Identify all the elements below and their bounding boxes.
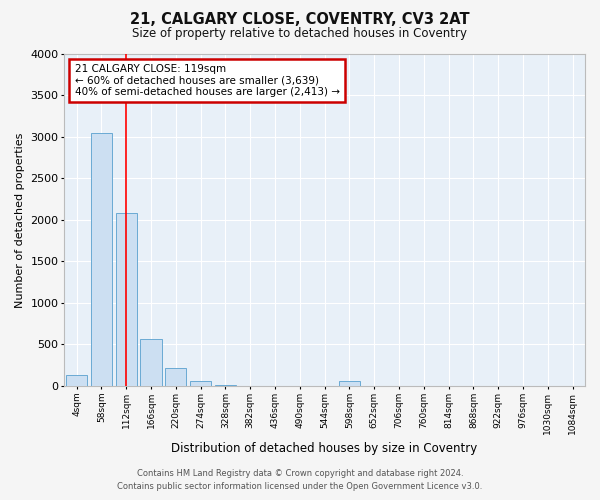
Bar bbox=[91, 133, 112, 386]
Bar bbox=[66, 375, 87, 386]
Bar bbox=[140, 338, 161, 386]
Y-axis label: Number of detached properties: Number of detached properties bbox=[15, 132, 25, 308]
Text: 21 CALGARY CLOSE: 119sqm
← 60% of detached houses are smaller (3,639)
40% of sem: 21 CALGARY CLOSE: 119sqm ← 60% of detach… bbox=[74, 64, 340, 97]
Bar bbox=[190, 381, 211, 386]
Text: 21, CALGARY CLOSE, COVENTRY, CV3 2AT: 21, CALGARY CLOSE, COVENTRY, CV3 2AT bbox=[130, 12, 470, 28]
Text: Contains HM Land Registry data © Crown copyright and database right 2024.
Contai: Contains HM Land Registry data © Crown c… bbox=[118, 469, 482, 491]
X-axis label: Distribution of detached houses by size in Coventry: Distribution of detached houses by size … bbox=[172, 442, 478, 455]
Bar bbox=[116, 214, 137, 386]
Bar bbox=[165, 368, 187, 386]
Bar bbox=[339, 381, 360, 386]
Bar bbox=[215, 384, 236, 386]
Text: Size of property relative to detached houses in Coventry: Size of property relative to detached ho… bbox=[133, 28, 467, 40]
